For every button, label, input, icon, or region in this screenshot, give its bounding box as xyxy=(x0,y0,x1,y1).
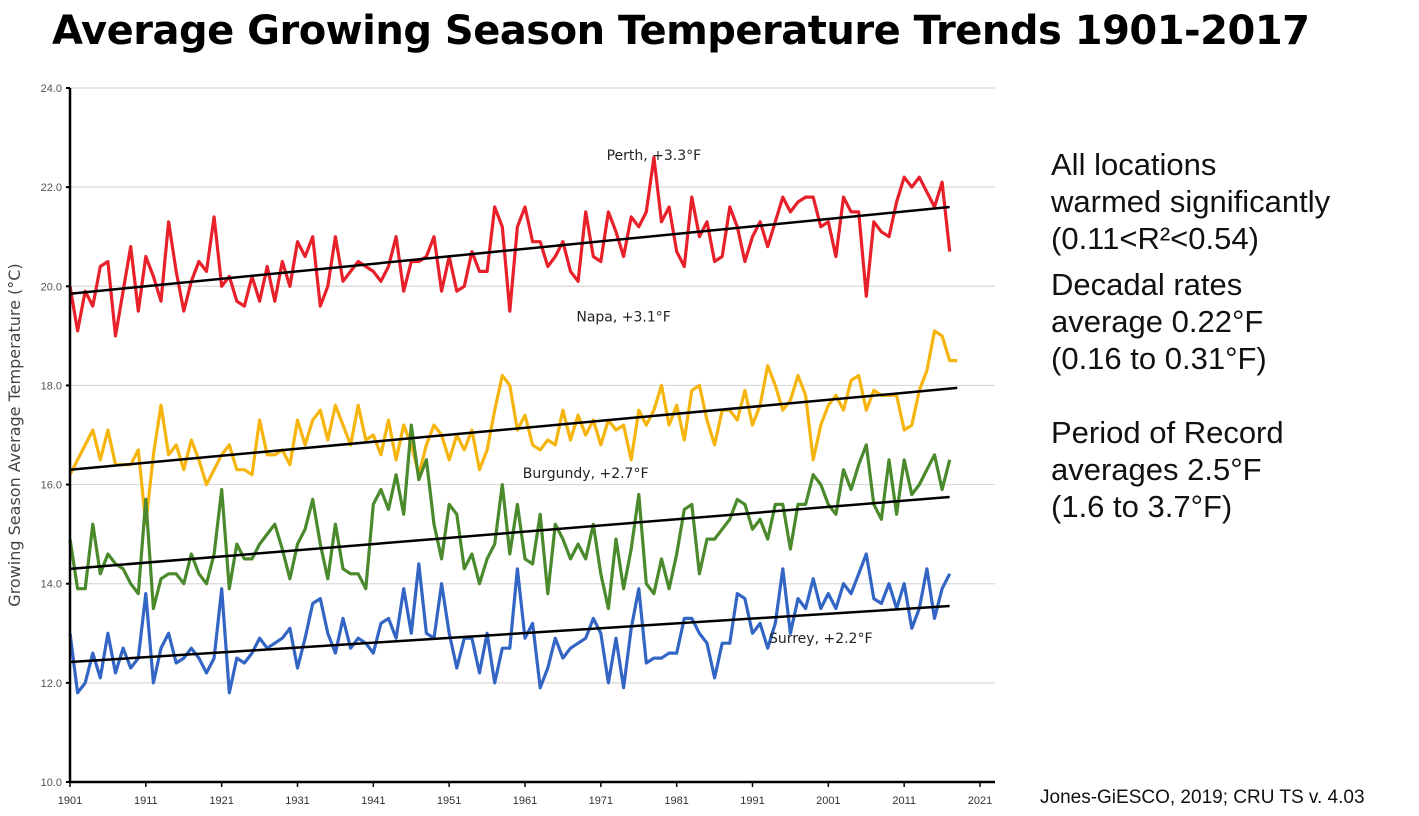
note-decadal-rates: Decadal rates average 0.22°F (0.16 to 0.… xyxy=(1051,266,1267,377)
x-tick-label: 1951 xyxy=(437,795,461,807)
note-line: average 0.22°F xyxy=(1051,304,1264,339)
note-line: (1.6 to 3.7°F) xyxy=(1051,489,1233,524)
series-line-burgundy xyxy=(68,423,952,611)
series-label-surrey: Surrey, +2.2°F xyxy=(769,631,873,647)
x-tick-label: 1911 xyxy=(134,795,158,807)
y-tick-label: 24.0 xyxy=(41,83,62,95)
y-tick-label: 10.0 xyxy=(41,777,62,789)
note-line: warmed significantly xyxy=(1051,184,1331,219)
gridlines xyxy=(70,87,995,684)
series-line-perth xyxy=(68,155,952,338)
x-tick-label: 1931 xyxy=(285,795,309,807)
note-line: (0.11<R²<0.54) xyxy=(1051,221,1259,256)
trend-lines xyxy=(69,205,958,664)
y-tick-label: 16.0 xyxy=(41,480,62,492)
x-tick-label: 1961 xyxy=(513,795,537,807)
series-label-burgundy: Burgundy, +2.7°F xyxy=(523,466,649,482)
note-line: (0.16 to 0.31°F) xyxy=(1051,341,1267,376)
source-credit: Jones-GiESCO, 2019; CRU TS v. 4.03 xyxy=(1040,787,1365,808)
x-tick-label: 2011 xyxy=(892,795,916,807)
x-tick-label: 2001 xyxy=(816,795,840,807)
x-tick-label: 2021 xyxy=(968,795,992,807)
x-tick-label: 1981 xyxy=(664,795,688,807)
series-labels: Perth, +3.3°F Napa, +3.1°F Burgundy, +2.7°… xyxy=(523,148,873,647)
series-lines xyxy=(68,155,958,695)
y-tick-label: 14.0 xyxy=(41,579,62,591)
series-line-napa xyxy=(68,329,958,526)
page-title: Average Growing Season Temperature Trend… xyxy=(52,8,1310,54)
x-tick-label: 1971 xyxy=(589,795,613,807)
trend-line-burgundy xyxy=(69,495,950,571)
series-line-surrey xyxy=(68,552,952,695)
trend-line-napa xyxy=(69,386,958,471)
note-significance: All locations warmed significantly (0.11… xyxy=(1051,146,1330,257)
y-tick-label: 22.0 xyxy=(41,182,62,194)
axes: 10.0 12.0 14.0 16.0 18.0 20.0 22.0 24.0 1901 1911… xyxy=(41,83,995,807)
temperature-line-chart: 10.0 12.0 14.0 16.0 18.0 20.0 22.0 24.0 1901 1911… xyxy=(5,83,995,807)
y-tick-label: 18.0 xyxy=(41,380,62,392)
note-line: Period of Record xyxy=(1051,415,1284,450)
note-line: averages 2.5°F xyxy=(1051,452,1262,487)
trend-line-surrey xyxy=(69,604,950,664)
note-period-of-record: Period of Record averages 2.5°F (1.6 to … xyxy=(1051,414,1284,525)
series-label-napa: Napa, +3.1°F xyxy=(576,309,670,325)
y-tick-label: 12.0 xyxy=(41,678,62,690)
note-line: All locations xyxy=(1051,147,1217,182)
y-tick-label: 20.0 xyxy=(41,281,62,293)
x-tick-label: 1921 xyxy=(209,795,233,807)
x-tick-label: 1941 xyxy=(361,795,385,807)
note-line: Decadal rates xyxy=(1051,267,1243,302)
x-tick-label: 1901 xyxy=(58,795,82,807)
series-label-perth: Perth, +3.3°F xyxy=(607,148,702,164)
trend-line-perth xyxy=(69,205,950,295)
y-axis-label: Growing Season Average Temperature (°C) xyxy=(5,263,24,606)
x-tick-label: 1991 xyxy=(740,795,764,807)
